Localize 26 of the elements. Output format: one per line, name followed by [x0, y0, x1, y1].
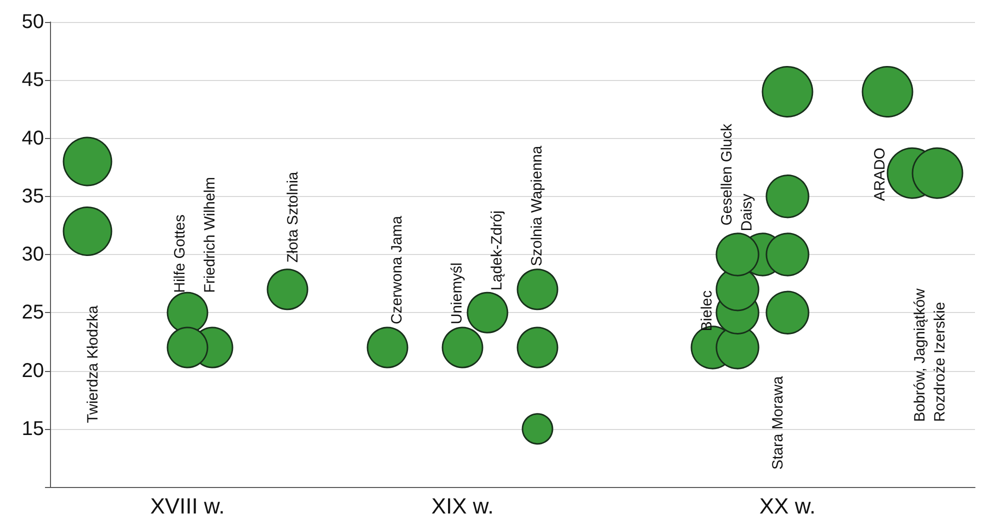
- y-tick-label: 20: [22, 360, 44, 382]
- annotation: Złota Sztolnia: [284, 171, 302, 263]
- annotation: Bielec: [698, 290, 716, 332]
- y-tick-label: 40: [22, 127, 44, 150]
- annotation: Uniemyśl: [448, 262, 466, 324]
- annotation: Daisy: [738, 193, 756, 232]
- x-tick-label: XX w.: [759, 494, 816, 517]
- y-tick-label: 25: [22, 302, 44, 324]
- x-tick-label: XVIII w.: [150, 494, 225, 517]
- x-tick-label: XIX w.: [431, 494, 494, 517]
- annotation: Twierdza Kłodzka: [84, 304, 102, 424]
- annotation: Gesellen Gluck: [718, 123, 736, 226]
- annotation: ARADO: [872, 148, 888, 202]
- annotation: Hilfe Gottes: [172, 214, 188, 293]
- y-tick-label: 45: [22, 69, 44, 92]
- annotation: Szolnia Wapienna: [528, 145, 546, 266]
- y-tick-label: 15: [22, 418, 44, 440]
- annotation: Stara Morawa: [770, 376, 786, 470]
- annotation: Rozdroże Izerskie: [932, 302, 948, 422]
- annotation: Bobrów, Jagniątków: [912, 288, 928, 422]
- y-tick-label: 35: [22, 185, 44, 208]
- y-tick-label: 50: [22, 11, 44, 33]
- y-tick-label: 30: [22, 244, 44, 266]
- annotation: Lądek-Zdrój: [488, 210, 506, 291]
- annotation: Friedrich Wilhelm: [202, 177, 218, 293]
- annotation: Czerwona Jama: [388, 215, 406, 324]
